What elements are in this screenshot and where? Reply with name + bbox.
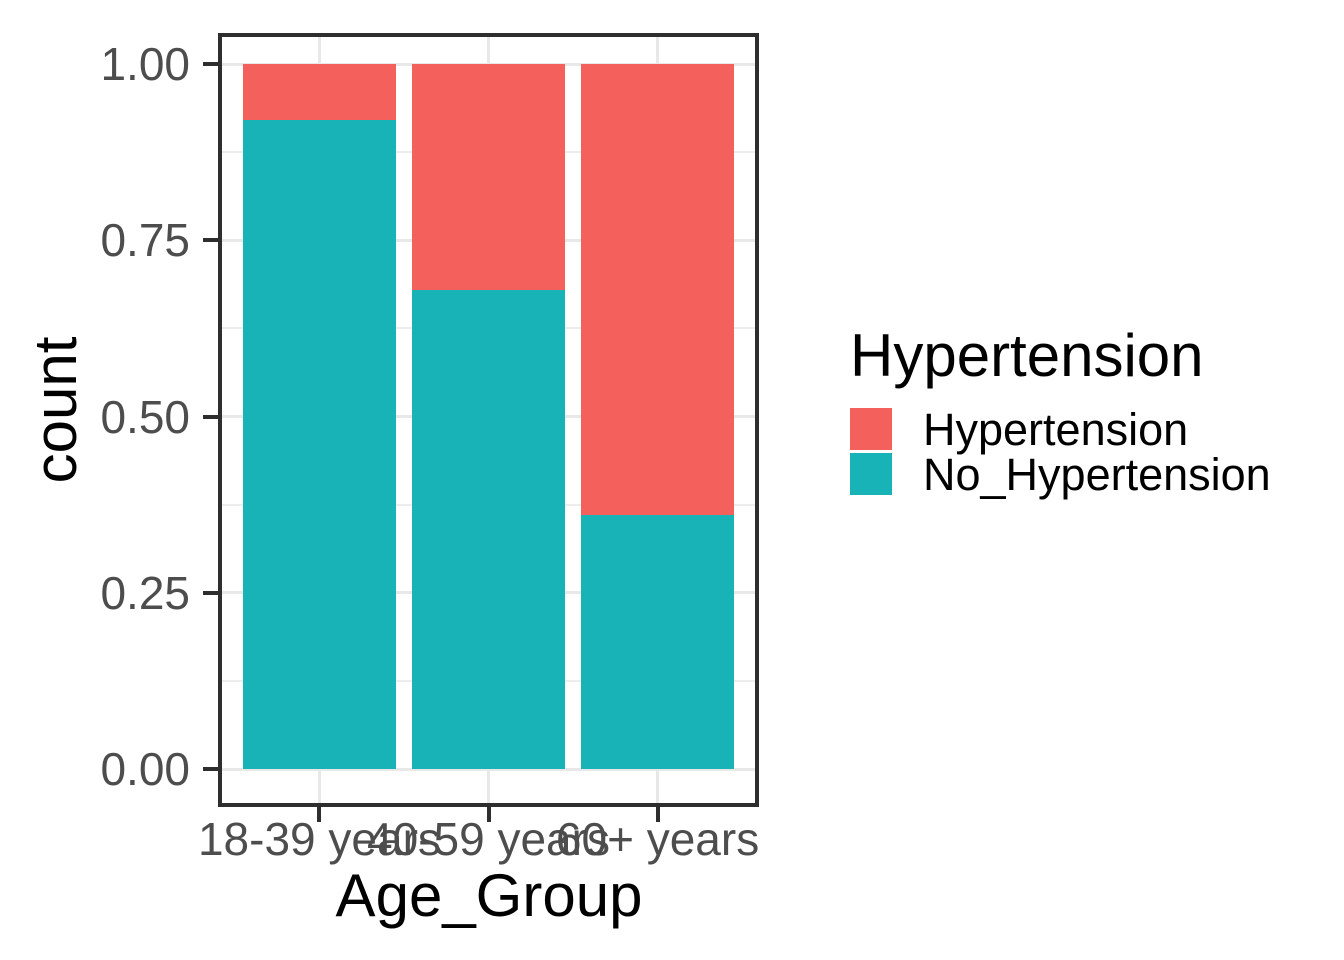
y-tick-label: 0.50 bbox=[100, 390, 190, 443]
bar-segment-hypertension bbox=[243, 64, 396, 121]
y-tick-label: 1.00 bbox=[100, 38, 190, 90]
legend: Hypertension Hypertension No_Hypertension bbox=[850, 322, 1271, 500]
bar-segment-no_hypertension bbox=[412, 289, 565, 769]
y-tick-label: 0.25 bbox=[100, 566, 190, 619]
x-tick-label: 40-59 years bbox=[367, 813, 610, 865]
bar-segment-hypertension bbox=[581, 64, 734, 516]
y-tick-label: 0.75 bbox=[100, 214, 190, 267]
x-tick-mark bbox=[655, 807, 660, 822]
x-axis-title: Age_Group bbox=[335, 862, 643, 929]
legend-entry-label: No_Hypertension bbox=[923, 448, 1271, 500]
x-tick-label: 60+ years bbox=[555, 813, 760, 865]
legend-swatch-hypertension bbox=[850, 408, 892, 450]
x-tick-mark bbox=[317, 807, 322, 822]
legend-swatch-no_hypertension bbox=[850, 453, 892, 495]
y-tick-label: 0.00 bbox=[100, 743, 190, 795]
y-tick-mark bbox=[203, 767, 218, 771]
y-tick-mark bbox=[203, 62, 218, 66]
legend-entry: Hypertension bbox=[850, 403, 1271, 455]
plot-panel bbox=[218, 33, 759, 807]
y-tick-mark bbox=[203, 238, 218, 243]
y-tick-mark bbox=[203, 590, 218, 595]
legend-entry-label: Hypertension bbox=[923, 403, 1189, 455]
legend-title: Hypertension bbox=[850, 322, 1204, 389]
x-tick-mark bbox=[486, 807, 491, 822]
bar-segment-hypertension bbox=[412, 64, 565, 290]
bar-segment-no_hypertension bbox=[581, 515, 734, 769]
x-tick-label: 18-39 years bbox=[197, 813, 441, 865]
y-tick-mark bbox=[203, 414, 218, 419]
legend-keys: Hypertension No_Hypertension bbox=[850, 403, 1271, 500]
legend-entry: No_Hypertension bbox=[850, 448, 1271, 500]
bar-segment-no_hypertension bbox=[243, 120, 396, 769]
